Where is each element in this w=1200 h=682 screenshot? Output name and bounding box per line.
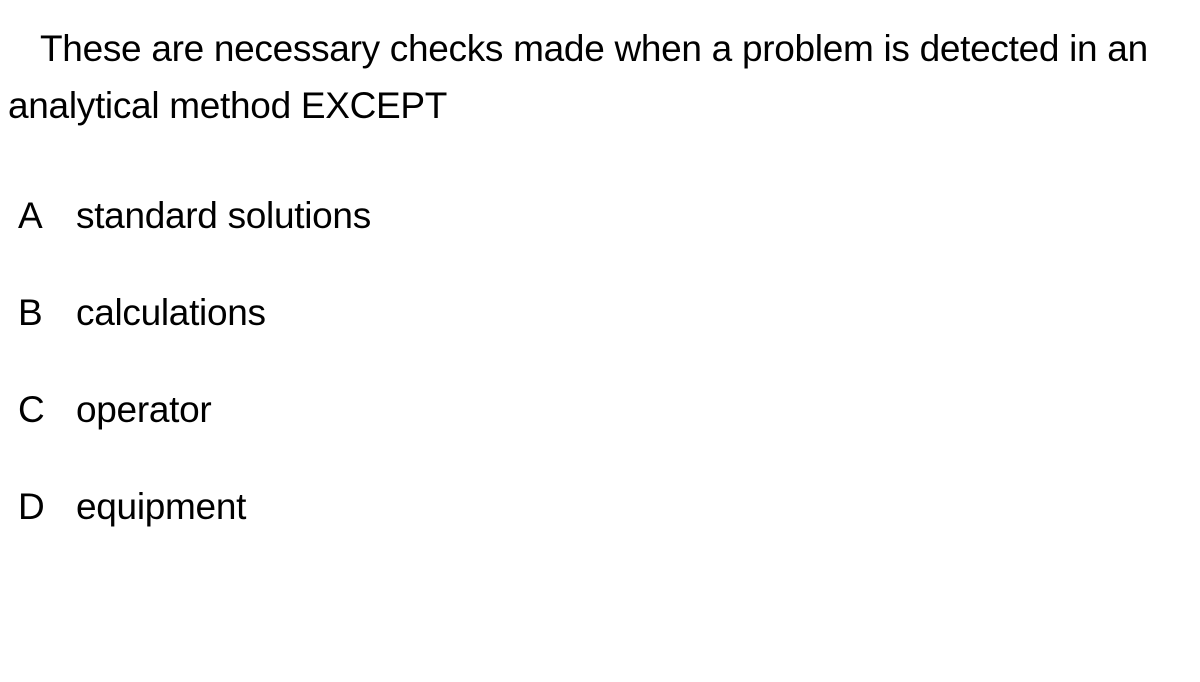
option-c[interactable]: C operator [18,389,1192,431]
option-letter: A [18,195,76,237]
option-text: equipment [76,486,1192,528]
option-text: calculations [76,292,1192,334]
question-line-1: These are necessary checks made when a p… [8,20,1192,77]
option-letter: D [18,486,76,528]
answer-options: A standard solutions B calculations C op… [8,195,1192,528]
option-letter: B [18,292,76,334]
option-a[interactable]: A standard solutions [18,195,1192,237]
option-text: standard solutions [76,195,1192,237]
option-d[interactable]: D equipment [18,486,1192,528]
option-b[interactable]: B calculations [18,292,1192,334]
option-text: operator [76,389,1192,431]
question-line-2: analytical method EXCEPT [8,77,1192,134]
question-stem: These are necessary checks made when a p… [8,20,1192,135]
option-letter: C [18,389,76,431]
